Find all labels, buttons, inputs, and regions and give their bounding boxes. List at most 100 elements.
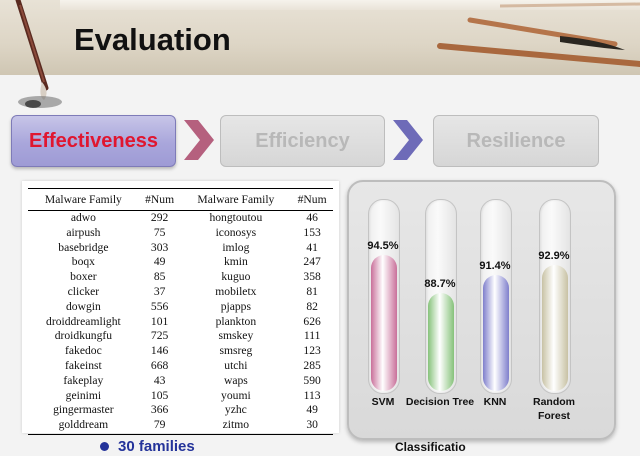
accuracy-fill — [371, 255, 397, 391]
family-cell: geinimi — [65, 388, 102, 402]
count-cell: 123 — [303, 344, 321, 358]
family-cell: golddream — [28, 418, 139, 435]
table-row: geinimi 105 youmi 113 — [28, 389, 333, 404]
count-cell: 101 — [150, 314, 169, 328]
table-row: droiddreamlight 101 plankton 626 — [28, 315, 333, 330]
count-cell: 49 — [306, 403, 318, 417]
count-cell: 590 — [303, 373, 321, 387]
accuracy-tube — [425, 199, 457, 394]
family-cell: imlog — [222, 240, 250, 254]
count-cell: 725 — [150, 329, 169, 343]
count-cell: 37 — [153, 284, 166, 298]
family-cell: kmin — [223, 255, 248, 269]
table-row: airpush 75 iconosys 153 — [28, 226, 333, 241]
count-cell: 668 — [150, 358, 169, 372]
family-cell: mobiletx — [215, 284, 257, 298]
accuracy-label: 94.5% — [367, 240, 399, 252]
family-cell: gingermaster — [53, 403, 114, 417]
count-cell: 111 — [303, 329, 321, 343]
family-cell: airpush — [66, 225, 101, 239]
count-cell: 81 — [306, 284, 318, 298]
table-row: gingermaster 366 yzhc 49 — [28, 403, 333, 418]
table-row: fakeplay 43 waps 590 — [28, 374, 333, 389]
family-cell: boqx — [71, 255, 95, 269]
classifier-name: Random Forest — [533, 396, 575, 422]
family-cell: youmi — [221, 388, 251, 402]
classifier-name: KNN — [483, 396, 507, 408]
count-cell: 153 — [303, 225, 321, 239]
count-cell: 75 — [153, 225, 166, 239]
count-cell: 46 — [306, 211, 318, 224]
col-header-family: Malware Family — [28, 188, 139, 211]
family-cell: fakeinst — [65, 358, 102, 372]
accuracy-tube — [368, 199, 400, 394]
header-band — [0, 0, 640, 75]
table-row: basebridge 303 imlog 41 — [28, 241, 333, 256]
table-row: golddream 79 zitmo 30 — [28, 418, 333, 435]
families-bullet: 30 families — [100, 436, 195, 456]
count-cell: 285 — [303, 358, 321, 372]
chevron-right-icon — [393, 120, 423, 160]
count-cell: 556 — [150, 299, 169, 313]
accuracy-label: 91.4% — [479, 260, 511, 272]
count-cell: 49 — [153, 255, 166, 269]
chevron-right-icon — [184, 120, 214, 160]
malware-family-table-panel: Malware Family #Num Malware Family #Num … — [22, 181, 339, 435]
count-cell: 105 — [150, 388, 169, 402]
classifier-name: SVM — [371, 396, 395, 408]
table-row: clicker 37 mobiletx 81 — [28, 285, 333, 300]
family-cell: clicker — [67, 284, 100, 298]
accuracy-tube — [480, 199, 512, 394]
family-cell: utchi — [224, 358, 248, 372]
count-cell: 303 — [150, 240, 169, 254]
count-cell: 41 — [306, 240, 318, 254]
accuracy-tube — [539, 199, 571, 394]
family-cell: plankton — [215, 314, 257, 328]
accuracy-fill — [483, 275, 509, 391]
col-header-num: #Num — [291, 188, 333, 211]
count-cell: 247 — [303, 255, 321, 269]
accuracy-fill — [542, 265, 568, 391]
step-efficiency[interactable]: Efficiency — [220, 115, 385, 167]
family-cell: droiddreamlight — [46, 314, 121, 328]
step-resilience[interactable]: Resilience — [433, 115, 599, 167]
count-cell: 85 — [153, 270, 166, 284]
count-cell: 146 — [150, 344, 169, 358]
col-header-num: #Num — [138, 188, 181, 211]
count-cell: 43 — [153, 373, 166, 387]
family-cell: fakedoc — [65, 344, 102, 358]
count-cell: 79 — [138, 418, 181, 435]
family-cell: fakeplay — [63, 373, 104, 387]
family-cell: adwo — [70, 211, 96, 224]
malware-family-table: Malware Family #Num Malware Family #Num … — [28, 188, 333, 435]
brush-decoration-icon — [15, 0, 640, 108]
panel-caption: Classificatio — [395, 440, 466, 454]
table-row: dowgin 556 pjapps 82 — [28, 300, 333, 315]
table-row: boqx 49 kmin 247 — [28, 255, 333, 270]
classifier-accuracy-panel: 94.5% SVM 88.7% Decision Tree 91.4% KNN 92.9% R… — [347, 180, 616, 440]
family-cell: zitmo — [180, 418, 292, 435]
family-cell: pjapps — [220, 299, 251, 313]
family-cell: waps — [223, 373, 248, 387]
family-cell: smsreg — [219, 344, 253, 358]
count-cell: 626 — [303, 314, 321, 328]
family-cell: iconosys — [215, 225, 257, 239]
family-cell: boxer — [70, 270, 97, 284]
header-strip — [60, 0, 640, 10]
col-header-family: Malware Family — [180, 188, 292, 211]
bullet-icon — [100, 441, 109, 451]
step-effectiveness[interactable]: Effectiveness — [11, 115, 176, 167]
family-cell: droidkungfu — [54, 329, 113, 343]
accuracy-label: 92.9% — [538, 250, 570, 262]
count-cell: 30 — [291, 418, 333, 435]
family-cell: hongtoutou — [209, 211, 263, 224]
count-cell: 82 — [306, 299, 318, 313]
table-row: adwo 292 hongtoutou 46 — [28, 211, 333, 226]
table-row: fakedoc 146 smsreg 123 — [28, 344, 333, 359]
table-row: fakeinst 668 utchi 285 — [28, 359, 333, 374]
page-title: Evaluation — [74, 22, 231, 57]
count-cell: 292 — [150, 211, 169, 224]
bullet-text: 30 families — [118, 437, 195, 455]
count-cell: 358 — [303, 270, 321, 284]
count-cell: 113 — [303, 388, 321, 402]
